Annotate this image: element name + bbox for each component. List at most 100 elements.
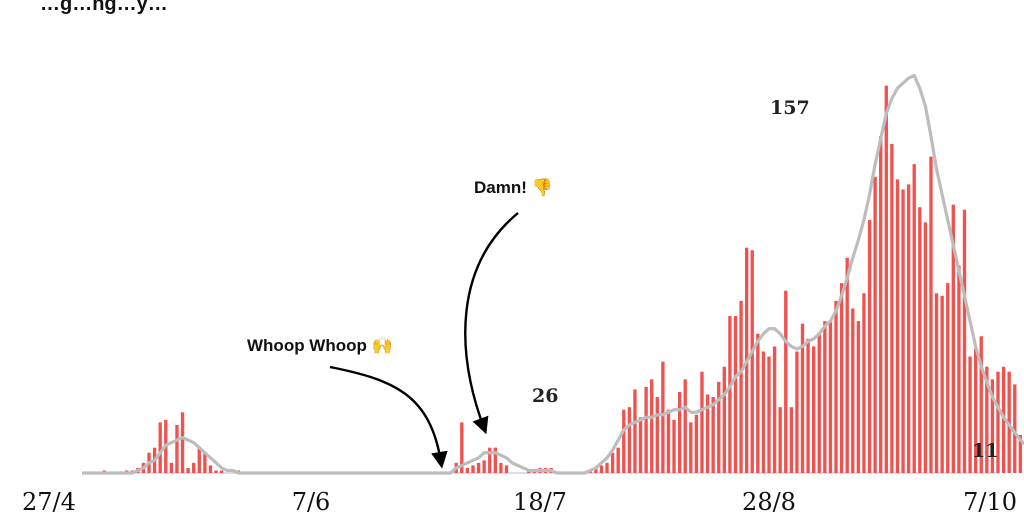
bar-day-134 [828,321,833,473]
bar-day-149 [912,164,916,474]
bar-day-154 [940,295,944,473]
annotation-damn: Damn! 👎 [474,178,553,197]
bar-day-153 [934,293,939,473]
bar-day-93 [599,465,604,473]
bar-day-129 [800,323,805,473]
label-mid: 26 [532,385,558,407]
bar-day-161 [979,336,983,473]
annotation-whoop: Whoop Whoop 🙌 [247,336,393,355]
bar-day-71 [476,462,481,473]
bar-day-103 [655,397,659,473]
bar-day-24 [214,470,218,473]
bar-day-104 [661,361,665,473]
x-tick-label: 27/4 [22,488,76,516]
bar-day-121 [756,333,760,473]
bar-day-155 [946,283,950,473]
bar-day-157 [957,265,961,473]
bar-day-147 [901,189,905,474]
bar-day-74 [493,447,497,473]
label-end: 11 [972,440,998,462]
bar-day-145 [890,143,894,473]
bar-day-69 [465,467,470,473]
bar-day-127 [789,407,794,473]
bar-day-126 [784,290,788,473]
bar-day-128 [795,351,799,473]
bar-day-138 [851,308,855,473]
bar-day-98 [627,407,632,473]
bar-day-18 [180,412,185,473]
bar-day-106 [672,419,676,473]
bar-day-152 [929,156,933,473]
bar-day-109 [689,422,693,473]
chart-title-fragment: …g…ng…y… [40,0,168,15]
bar-day-99 [633,389,637,473]
bar-day-14 [158,422,162,473]
bar-day-108 [683,379,687,473]
bar-day-72 [482,460,486,473]
x-tick-label: 7/6 [292,488,331,516]
bar-day-112 [705,394,710,473]
bar-day-139 [856,321,861,473]
bar-day-131 [812,346,816,473]
bar-day-140 [862,293,866,473]
bar-day-68 [460,422,464,473]
bar-day-123 [767,356,771,473]
bar-day-25 [219,470,224,473]
bar-day-75 [499,462,503,473]
daily-bars [102,85,1023,474]
bar-day-111 [700,371,704,473]
bar-day-162 [985,366,989,473]
bar-day-117 [733,316,738,473]
bar-day-136 [839,283,844,473]
bar-day-143 [879,136,883,473]
bar-day-167 [1013,384,1017,473]
bar-day-95 [610,452,615,473]
bar-day-70 [471,465,475,473]
bar-day-23 [208,465,213,473]
bar-day-135 [834,300,838,473]
bar-day-164 [996,371,1000,473]
bar-day-141 [867,219,872,473]
bar-day-100 [638,417,643,473]
bar-day-20 [192,462,196,473]
bar-day-16 [169,462,174,473]
bar-day-116 [728,316,732,473]
bar-day-137 [845,257,849,473]
bar-day-144 [884,85,888,473]
bar-day-92 [594,467,598,473]
bar-day-156 [951,204,955,474]
bar-day-125 [778,407,782,473]
bar-day-114 [717,381,721,473]
bar-day-148 [906,184,911,474]
bar-day-159 [968,356,972,473]
bar-day-124 [772,346,777,473]
bar-day-96 [616,447,620,473]
bar-day-22 [203,452,207,473]
bar-day-160 [973,348,978,473]
bar-day-76 [504,465,509,473]
bar-day-102 [650,379,654,473]
bar-day-110 [694,414,699,473]
bar-day-150 [918,207,922,473]
bar-day-105 [666,409,671,473]
bar-day-120 [750,250,754,473]
bar-day-115 [722,366,726,473]
bar-day-94 [605,462,609,473]
bar-day-158 [962,209,967,474]
bar-day-151 [923,222,928,473]
bar-day-73 [488,447,492,473]
bar-day-101 [644,386,648,473]
bar-day-163 [990,379,995,473]
x-tick-label: 7/10 [963,488,1017,516]
arrow-whoop [329,365,448,469]
bar-day-19 [186,467,190,473]
bar-day-132 [817,333,821,473]
bar-day-122 [761,351,766,473]
bar-day-130 [806,338,810,473]
label-peak: 157 [770,97,810,119]
bar-day-142 [873,176,877,473]
bar-day-118 [739,300,743,473]
bar-day-146 [895,179,900,473]
bar-day-113 [711,397,715,473]
